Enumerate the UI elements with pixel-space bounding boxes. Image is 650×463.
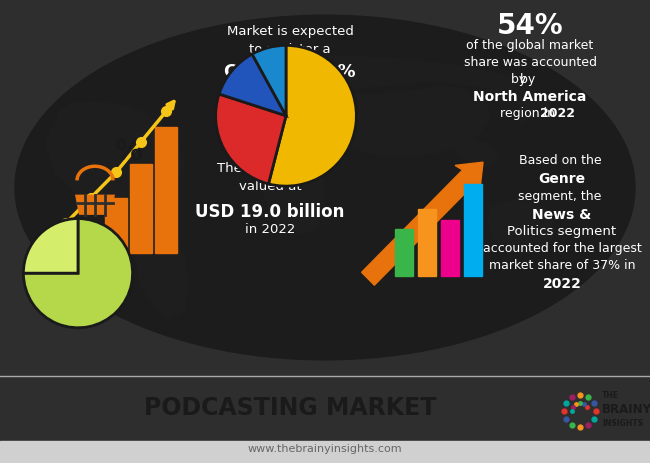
Text: The market was: The market was <box>216 162 323 175</box>
Text: accounted for the largest: accounted for the largest <box>482 242 642 255</box>
Text: North America: North America <box>473 90 587 104</box>
Polygon shape <box>488 200 555 253</box>
Text: Politics segment: Politics segment <box>508 225 617 238</box>
Bar <box>155 127 177 253</box>
Wedge shape <box>216 94 286 184</box>
Text: THE: THE <box>602 390 619 400</box>
Bar <box>441 220 459 275</box>
FancyArrow shape <box>361 162 483 285</box>
Wedge shape <box>252 45 286 116</box>
Text: 54%: 54% <box>497 12 564 40</box>
Wedge shape <box>219 54 286 116</box>
Text: %: % <box>114 138 142 166</box>
Bar <box>55 253 77 263</box>
Text: by North America: by North America <box>0 462 1 463</box>
Text: to register a: to register a <box>249 43 331 56</box>
Wedge shape <box>23 219 78 273</box>
Bar <box>395 229 413 275</box>
Polygon shape <box>315 86 490 157</box>
Polygon shape <box>258 132 325 235</box>
Polygon shape <box>148 198 175 228</box>
Bar <box>130 164 152 253</box>
Text: valued at: valued at <box>239 181 302 194</box>
Text: Genre: Genre <box>538 172 586 186</box>
Text: USD 19.0 billion: USD 19.0 billion <box>195 203 344 221</box>
Text: by: by <box>521 73 539 86</box>
Text: share was accounted: share was accounted <box>463 56 597 69</box>
Polygon shape <box>75 194 115 215</box>
Text: North America: North America <box>0 462 1 463</box>
Bar <box>464 184 482 275</box>
Text: News &: News & <box>532 208 592 222</box>
Text: Market is expected: Market is expected <box>227 25 354 38</box>
Text: segment, the: segment, the <box>518 189 606 202</box>
Text: CAGR of 28%: CAGR of 28% <box>224 63 356 81</box>
Text: in 2022: in 2022 <box>245 223 295 236</box>
Polygon shape <box>455 140 498 167</box>
Text: of the global market: of the global market <box>467 38 593 51</box>
Text: market share of 37% in: market share of 37% in <box>489 259 635 273</box>
Text: BRAINY: BRAINY <box>602 402 650 415</box>
Wedge shape <box>23 219 133 328</box>
Polygon shape <box>45 101 185 208</box>
Text: PODCASTING MARKET: PODCASTING MARKET <box>144 396 436 420</box>
Bar <box>80 228 102 253</box>
Text: by: by <box>511 73 530 86</box>
Text: region in 2022: region in 2022 <box>0 462 1 463</box>
Bar <box>0 441 650 463</box>
Polygon shape <box>306 130 345 164</box>
Bar <box>418 209 436 275</box>
Text: Based on the: Based on the <box>519 154 605 167</box>
Text: region in: region in <box>500 107 560 120</box>
Text: 2022: 2022 <box>540 107 575 120</box>
Polygon shape <box>258 89 310 137</box>
Ellipse shape <box>15 15 635 360</box>
Text: by: by <box>0 462 1 463</box>
Polygon shape <box>295 56 540 124</box>
Text: 2022: 2022 <box>543 277 582 291</box>
Text: INSIGHTS: INSIGHTS <box>602 419 643 427</box>
Bar <box>105 198 127 253</box>
Polygon shape <box>135 223 188 319</box>
Wedge shape <box>268 45 356 186</box>
Text: www.thebrainyinsights.com: www.thebrainyinsights.com <box>248 444 402 454</box>
